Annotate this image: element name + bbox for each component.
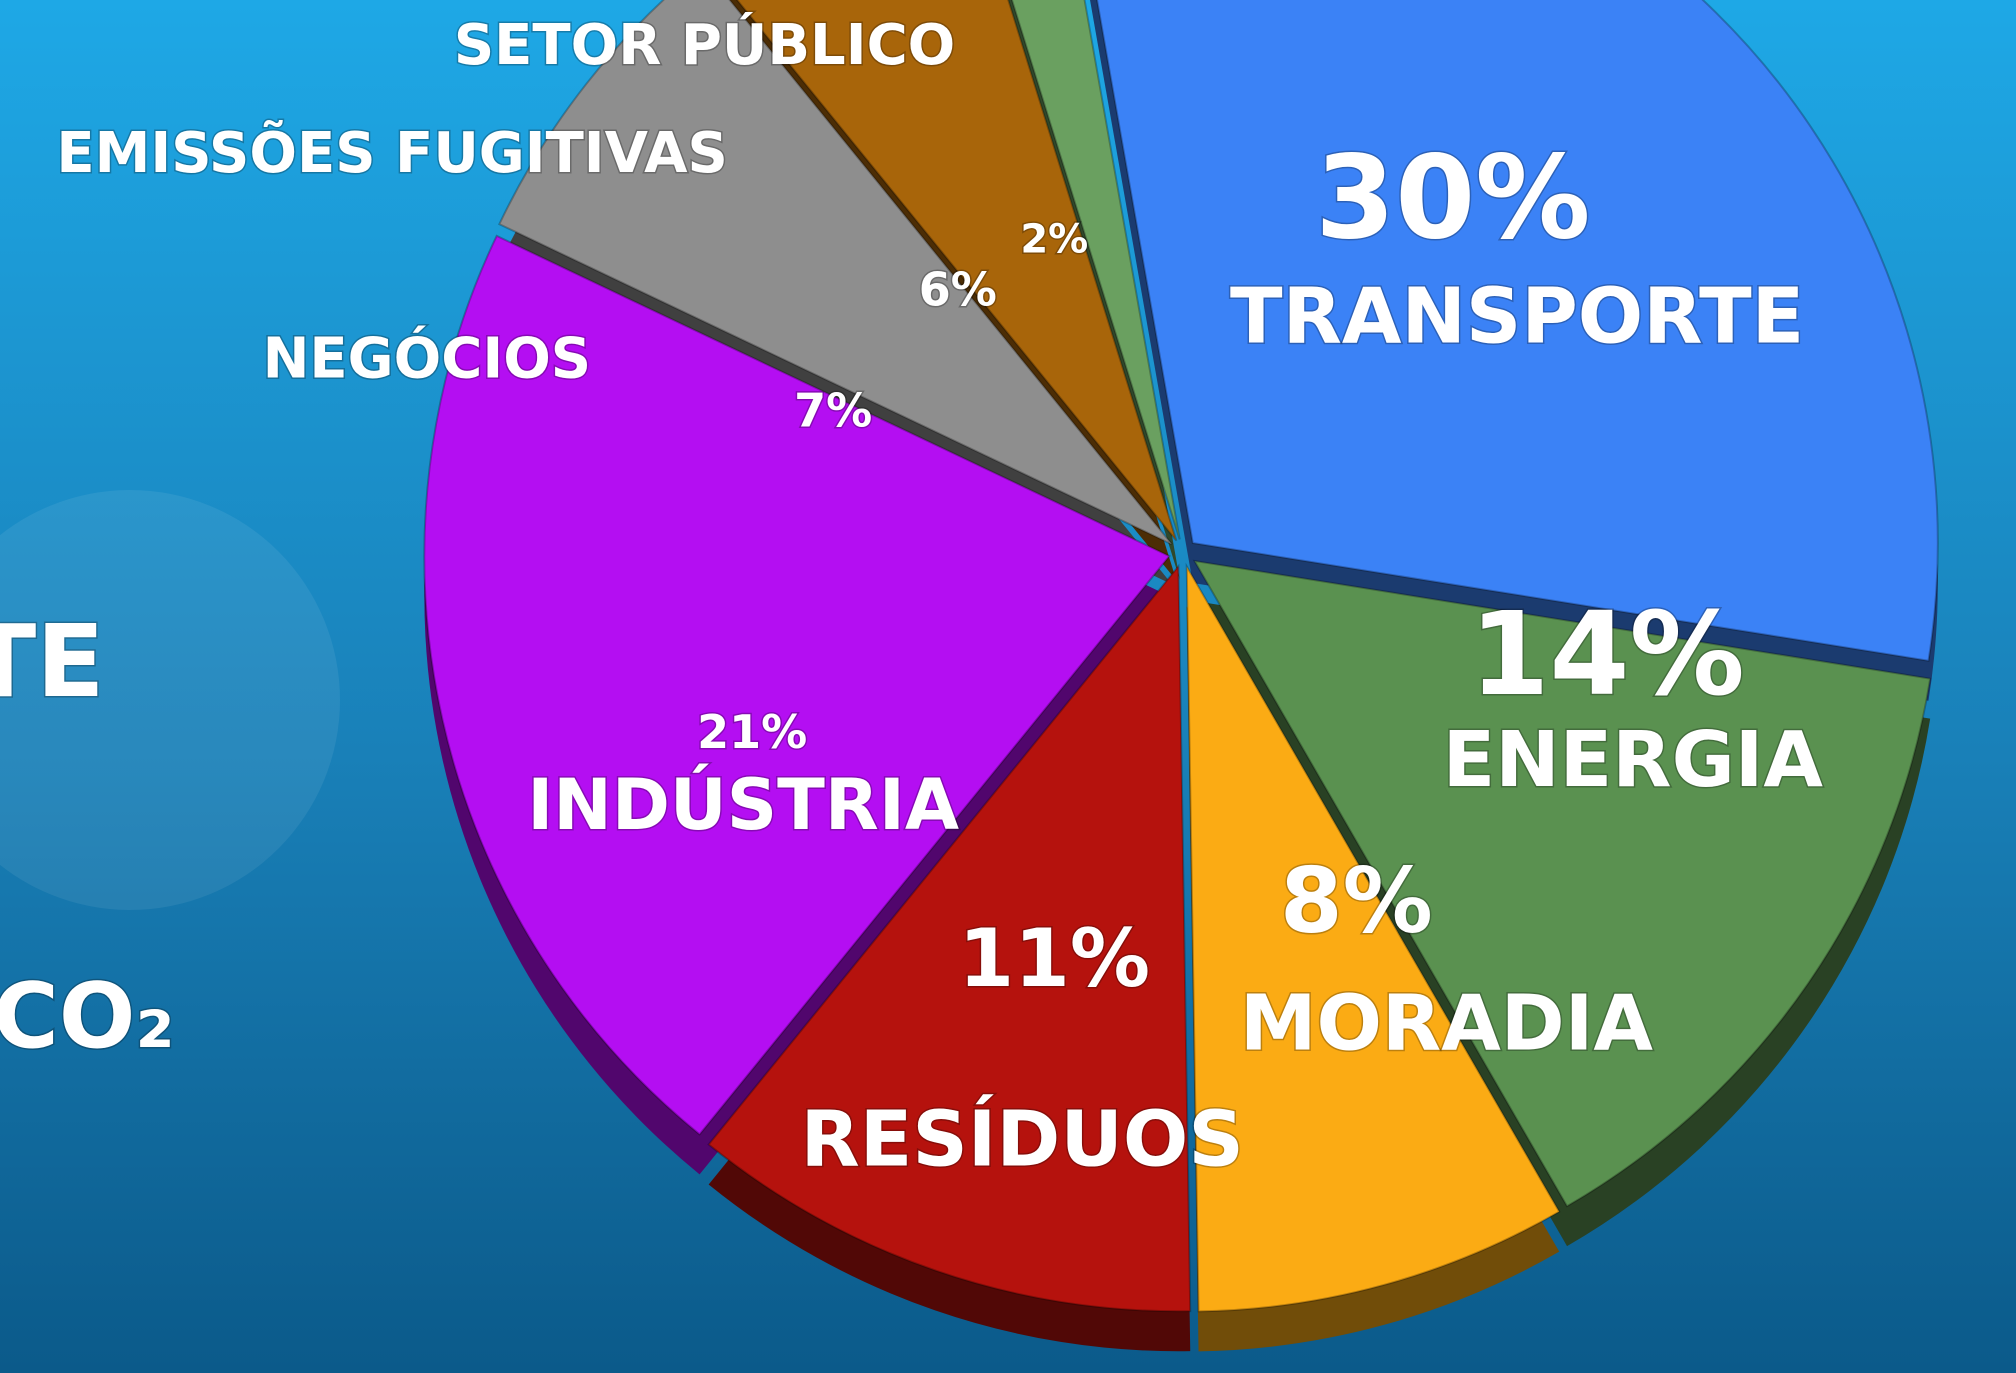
category-label: MORADIA xyxy=(1240,980,1654,1069)
value-label: 6% xyxy=(919,263,997,317)
category-label: TRANSPORTE xyxy=(1230,272,1804,361)
value-label: 30% xyxy=(1315,131,1590,265)
chart: 30%TRANSPORTE 14%ENERGIA8% MORADIA 11% RESÍD… xyxy=(0,0,2016,1373)
page: 30%TRANSPORTE 14%ENERGIA8% MORADIA 11% RESÍD… xyxy=(0,0,2016,1373)
value-label: 2% xyxy=(1020,217,1088,263)
annotation: RTE xyxy=(0,603,105,720)
value-label: 11% xyxy=(959,912,1150,1005)
category-label: EMISSÕES FUGITIVAS xyxy=(56,121,727,186)
value-label: 8% xyxy=(1280,848,1433,953)
value-label: 21% xyxy=(697,705,807,759)
value-label: 14% xyxy=(1469,588,1744,722)
category-label: SETOR PÚBLICO xyxy=(454,13,955,78)
category-label: ENERGIA xyxy=(1443,716,1824,805)
category-label: INDÚSTRIA xyxy=(527,764,959,846)
category-label: NEGÓCIOS xyxy=(263,327,592,392)
category-label: RESÍDUOS xyxy=(800,1094,1243,1184)
annotation: DE CO₂ xyxy=(0,964,175,1069)
value-label: 7% xyxy=(794,383,872,437)
